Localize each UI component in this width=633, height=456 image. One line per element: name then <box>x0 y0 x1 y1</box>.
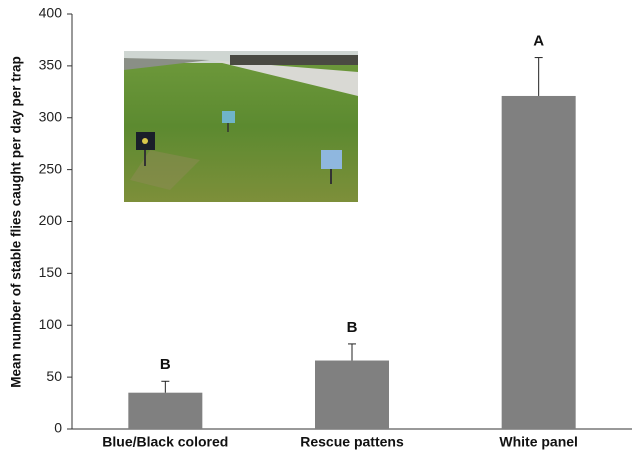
y-tick-label: 400 <box>39 5 63 21</box>
y-tick-label: 100 <box>39 316 63 332</box>
y-tick-label: 50 <box>46 368 62 384</box>
y-axis-label: Mean number of stable flies caught per d… <box>9 56 24 388</box>
y-tick-label: 300 <box>39 108 63 124</box>
bar <box>315 361 389 429</box>
y-tick-label: 350 <box>39 57 63 73</box>
x-tick-label: Blue/Black colored <box>102 434 228 450</box>
x-tick-label: Rescue pattens <box>300 434 404 450</box>
y-tick-label: 150 <box>39 264 63 280</box>
x-tick-label: White panel <box>499 434 578 450</box>
inset-photo <box>124 51 358 202</box>
bar <box>502 96 576 429</box>
bar <box>128 393 202 429</box>
y-tick-label: 0 <box>54 420 62 436</box>
y-tick-label: 250 <box>39 160 63 176</box>
significance-letter: B <box>160 356 171 373</box>
y-tick-label: 200 <box>39 212 63 228</box>
significance-letter: B <box>347 319 358 336</box>
significance-letter: A <box>533 33 544 50</box>
chart: Mean number of stable flies caught per d… <box>0 0 633 456</box>
